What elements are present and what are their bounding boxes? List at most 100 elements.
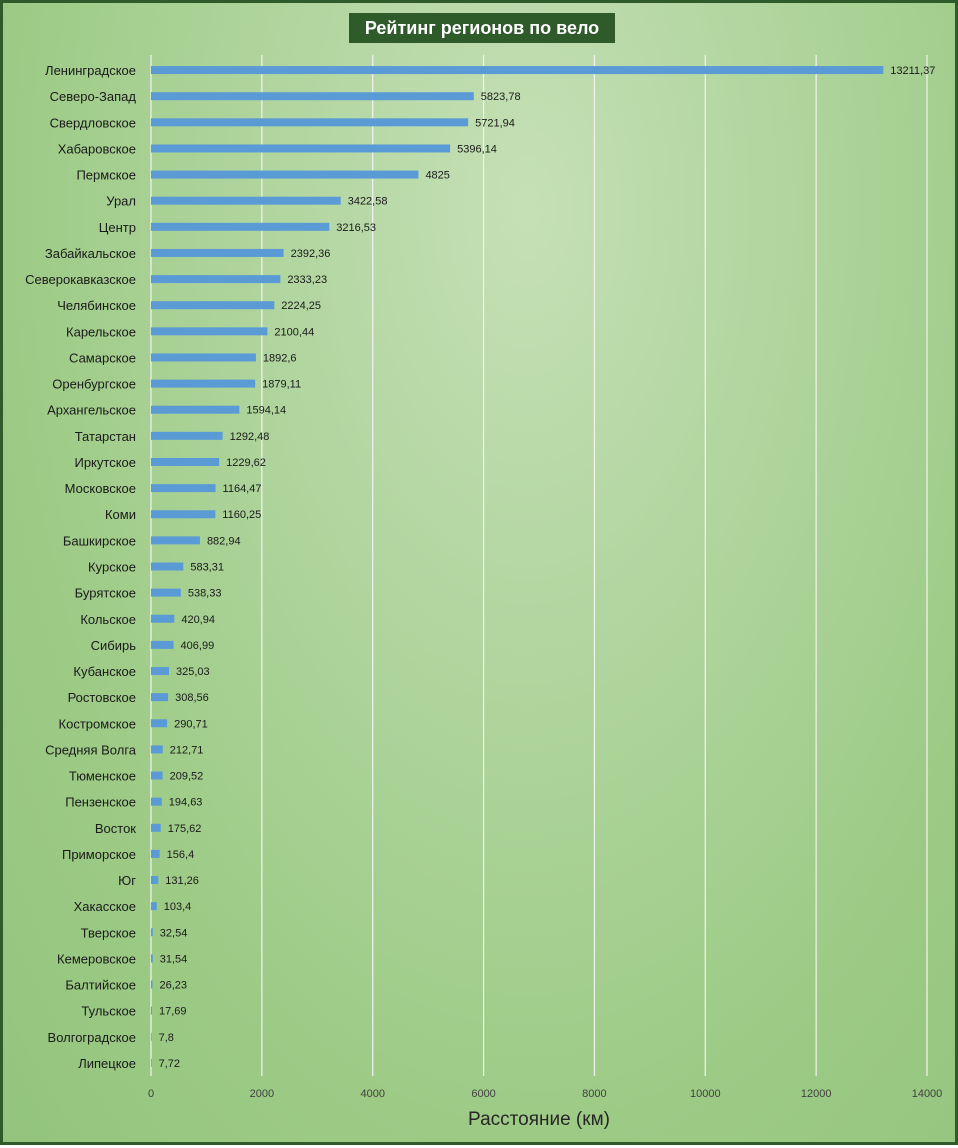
bar (151, 301, 275, 310)
value-label: 3216,53 (336, 222, 376, 234)
value-label: 1292,48 (230, 431, 270, 443)
value-labels: 13211,37 5823,78 5721,94 5396,14 4825 3422,58… (159, 65, 936, 1070)
bar (151, 771, 163, 780)
category-label: Балтийское (65, 978, 136, 993)
category-label: Пензенское (65, 795, 136, 810)
value-label: 308,56 (175, 692, 209, 704)
category-label: Пермское (76, 168, 136, 183)
category-label: Забайкальское (45, 246, 136, 261)
value-label: 1164,47 (223, 483, 262, 495)
bar (151, 849, 160, 858)
bar (151, 980, 153, 989)
value-label: 3422,58 (348, 196, 388, 208)
x-tick-labels: 0 2000 4000 6000 8000 10000 12000 14000 (148, 1088, 942, 1100)
value-label: 194,63 (169, 797, 203, 809)
value-label: 103,4 (164, 901, 192, 913)
bar (151, 222, 330, 231)
bar (151, 1006, 152, 1015)
value-label: 882,94 (207, 535, 241, 547)
category-label: Волгоградское (48, 1030, 136, 1045)
value-label: 1594,14 (246, 405, 286, 417)
value-label: 1879,11 (262, 379, 301, 391)
bar (151, 640, 174, 649)
x-tick-label: 6000 (471, 1088, 495, 1100)
category-label: Башкирское (63, 533, 136, 548)
value-label: 7,72 (159, 1058, 180, 1070)
bar (151, 457, 220, 466)
category-label: Кемеровское (57, 951, 136, 966)
bar (151, 823, 161, 832)
category-label: Кубанское (73, 664, 136, 679)
bar (151, 954, 153, 963)
value-label: 1229,62 (226, 457, 266, 469)
category-label: Ленинградское (45, 63, 136, 78)
bar (151, 876, 159, 885)
bar (151, 510, 216, 519)
value-label: 13211,37 (890, 65, 935, 77)
value-label: 2100,44 (274, 326, 314, 338)
category-label: Северокавказское (25, 272, 136, 287)
x-tick-label: 0 (148, 1088, 154, 1100)
bar (151, 1058, 152, 1067)
bar (151, 667, 170, 676)
category-label: Челябинское (57, 298, 136, 313)
bar (151, 327, 268, 336)
value-label: 175,62 (168, 823, 202, 835)
value-label: 131,26 (165, 875, 199, 887)
value-label: 325,03 (176, 666, 210, 678)
bar (151, 118, 469, 127)
category-label: Оренбургское (52, 377, 136, 392)
category-label: Хабаровское (58, 141, 136, 156)
value-label: 2392,36 (291, 248, 331, 260)
value-label: 1892,6 (263, 352, 297, 364)
value-label: 5396,14 (457, 143, 497, 155)
value-label: 583,31 (190, 562, 224, 574)
bar (151, 170, 419, 179)
bar (151, 1032, 152, 1041)
value-label: 290,71 (174, 718, 208, 730)
value-label: 26,23 (159, 980, 187, 992)
category-label: Курское (88, 560, 136, 575)
category-label: Центр (99, 220, 136, 235)
bar (151, 614, 175, 623)
value-label: 538,33 (188, 588, 222, 600)
x-tick-label: 2000 (250, 1088, 274, 1100)
bar (151, 928, 153, 937)
value-label: 1160,25 (222, 509, 261, 521)
value-label: 5721,94 (475, 117, 515, 129)
value-label: 209,52 (170, 771, 204, 783)
category-label: Урал (106, 194, 136, 209)
category-label: Иркутское (74, 455, 136, 470)
category-label: Северо-Запад (50, 89, 137, 104)
bar (151, 536, 200, 545)
category-label: Татарстан (75, 429, 136, 444)
bar (151, 484, 216, 493)
x-axis-label: Расстояние (км) (468, 1109, 610, 1130)
bars (151, 66, 884, 1067)
value-label: 4825 (425, 170, 449, 182)
value-label: 156,4 (167, 849, 195, 861)
value-label: 2333,23 (287, 274, 327, 286)
category-label: Ростовское (68, 690, 136, 705)
category-label: Юг (118, 873, 136, 888)
bar (151, 693, 169, 702)
category-label: Свердловское (50, 115, 136, 130)
value-label: 31,54 (160, 953, 188, 965)
category-label: Сибирь (91, 638, 137, 653)
category-label: Приморское (62, 847, 136, 862)
x-tick-label: 14000 (912, 1088, 943, 1100)
category-label: Тульское (81, 1004, 136, 1019)
gridlines (150, 55, 928, 1076)
bar (151, 588, 181, 597)
category-label: Средняя Волга (45, 742, 137, 757)
value-label: 7,8 (159, 1032, 174, 1044)
bar (151, 405, 240, 414)
x-tick-label: 12000 (801, 1088, 832, 1100)
bar (151, 248, 284, 257)
category-label: Карельское (66, 324, 136, 339)
category-label: Архангельское (47, 403, 136, 418)
category-label: Бурятское (75, 586, 136, 601)
value-label: 32,54 (160, 927, 188, 939)
category-label: Коми (105, 507, 136, 522)
